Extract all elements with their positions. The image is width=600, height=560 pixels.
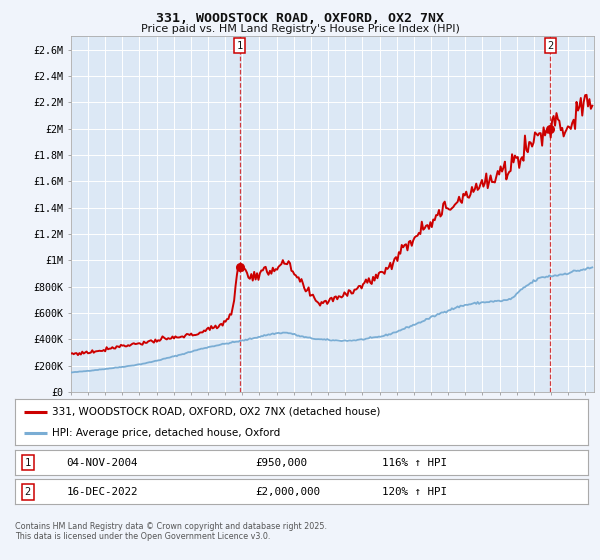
Text: 2: 2 [25, 487, 31, 497]
Text: 04-NOV-2004: 04-NOV-2004 [67, 458, 138, 468]
Text: £950,000: £950,000 [256, 458, 308, 468]
Text: HPI: Average price, detached house, Oxford: HPI: Average price, detached house, Oxfo… [52, 428, 280, 438]
Text: 331, WOODSTOCK ROAD, OXFORD, OX2 7NX: 331, WOODSTOCK ROAD, OXFORD, OX2 7NX [156, 12, 444, 25]
Text: 120% ↑ HPI: 120% ↑ HPI [382, 487, 447, 497]
Text: 116% ↑ HPI: 116% ↑ HPI [382, 458, 447, 468]
Text: 16-DEC-2022: 16-DEC-2022 [67, 487, 138, 497]
Text: 2: 2 [547, 41, 554, 50]
Text: 1: 1 [236, 41, 243, 50]
Text: £2,000,000: £2,000,000 [256, 487, 320, 497]
Text: 331, WOODSTOCK ROAD, OXFORD, OX2 7NX (detached house): 331, WOODSTOCK ROAD, OXFORD, OX2 7NX (de… [52, 407, 380, 417]
Text: Contains HM Land Registry data © Crown copyright and database right 2025.
This d: Contains HM Land Registry data © Crown c… [15, 522, 327, 542]
Text: 1: 1 [25, 458, 31, 468]
Text: Price paid vs. HM Land Registry's House Price Index (HPI): Price paid vs. HM Land Registry's House … [140, 24, 460, 34]
